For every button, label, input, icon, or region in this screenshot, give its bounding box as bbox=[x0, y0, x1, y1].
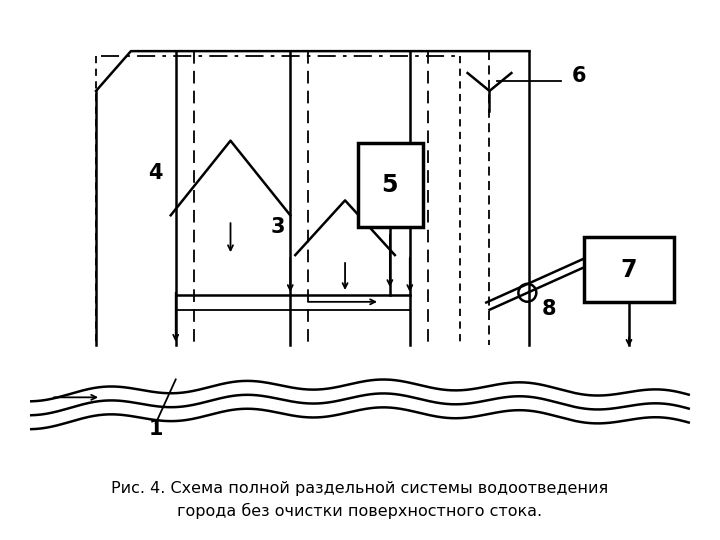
Bar bbox=[358, 143, 423, 227]
Text: 8: 8 bbox=[541, 299, 556, 319]
Text: 1: 1 bbox=[148, 419, 163, 439]
Text: 4: 4 bbox=[148, 163, 163, 183]
Text: 5: 5 bbox=[382, 173, 398, 198]
Text: 3: 3 bbox=[270, 217, 284, 237]
Text: города без очистки поверхностного стока.: города без очистки поверхностного стока. bbox=[177, 503, 543, 519]
Text: 7: 7 bbox=[621, 258, 637, 282]
Bar bbox=[584, 237, 674, 302]
Text: Рис. 4. Схема полной раздельной системы водоотведения: Рис. 4. Схема полной раздельной системы … bbox=[112, 481, 608, 496]
Text: 6: 6 bbox=[572, 66, 586, 86]
